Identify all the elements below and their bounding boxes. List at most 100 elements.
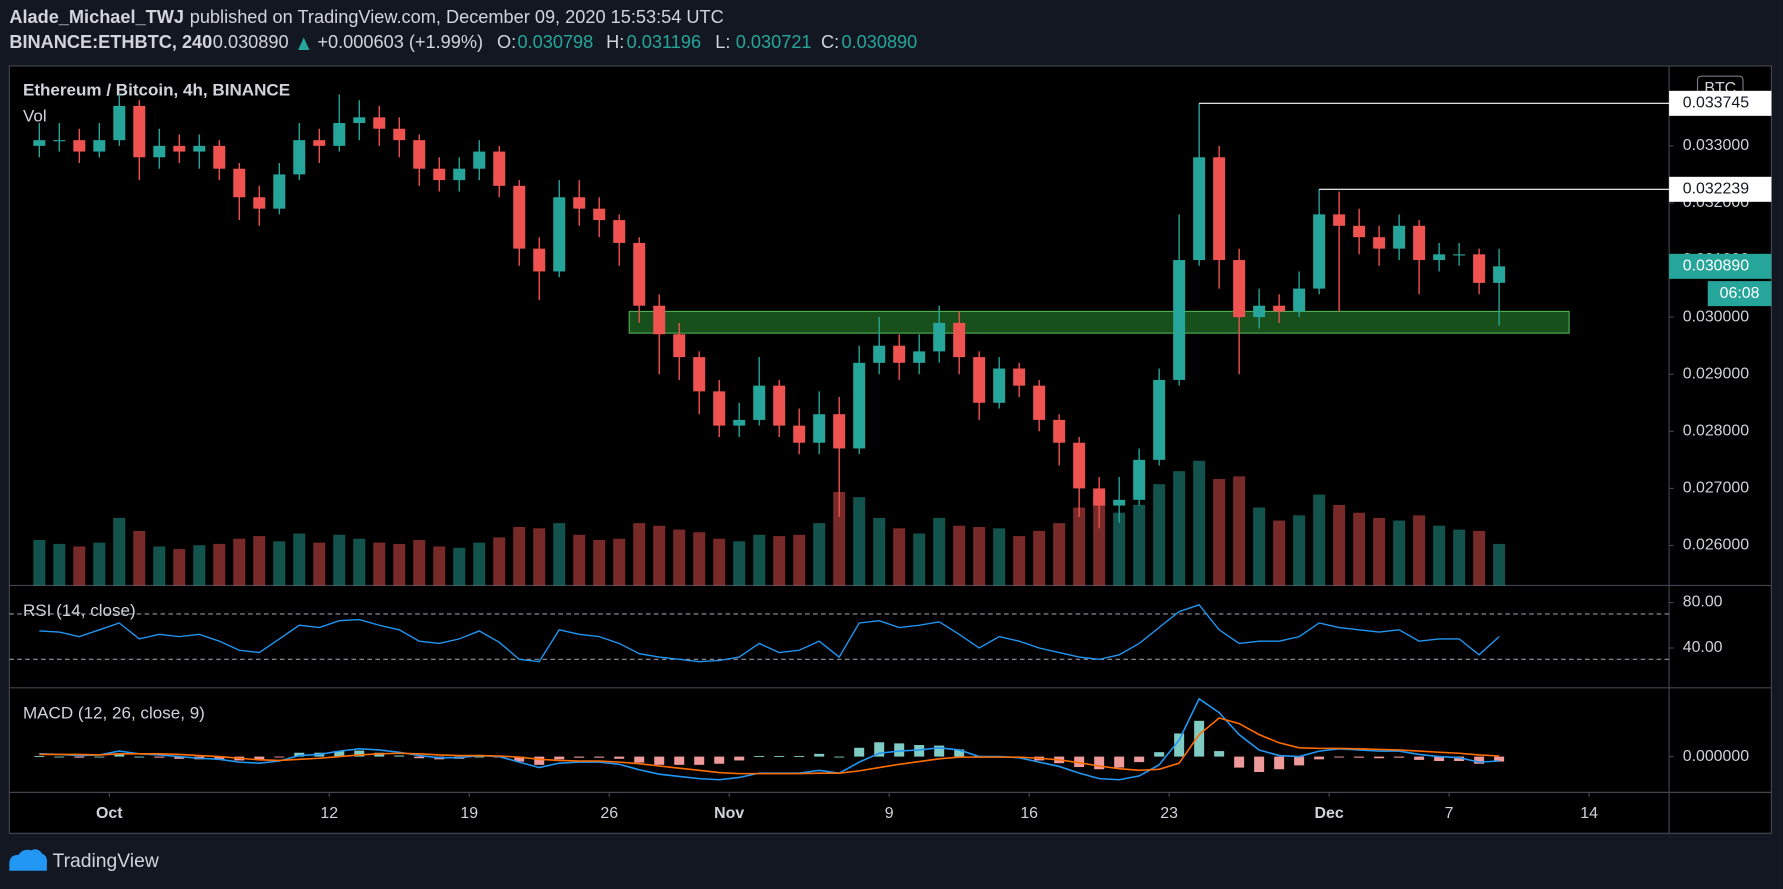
macd-histogram-bar <box>294 752 305 757</box>
volume-bar <box>1453 529 1466 586</box>
macd-histogram-bar <box>1234 756 1245 768</box>
volume-bar <box>33 540 46 586</box>
macd-histogram-bar <box>954 749 965 757</box>
volume-bar <box>613 538 626 586</box>
macd-histogram-bar <box>834 756 845 758</box>
candle-body <box>793 425 806 443</box>
y-tick-label: 0.028000 <box>1683 423 1749 440</box>
x-tick-label: 23 <box>1160 805 1178 822</box>
macd-histogram-bar <box>174 756 185 759</box>
candle-body <box>1073 442 1086 489</box>
symbol: BINANCE:ETHBTC, 240 <box>9 32 212 52</box>
macd-histogram-bar <box>394 755 405 757</box>
macd-histogram-bar <box>1174 733 1185 757</box>
macd-histogram-bar <box>1494 756 1505 762</box>
volume-bar <box>1113 512 1126 586</box>
candle-body <box>333 123 346 146</box>
macd-title: MACD (12, 26, close, 9) <box>23 703 205 722</box>
volume-bar <box>673 529 686 586</box>
volume-bar <box>1033 530 1046 586</box>
volume-bar <box>453 547 466 586</box>
volume-bar <box>1133 504 1146 586</box>
macd-histogram-bar <box>814 753 825 757</box>
macd-histogram-bar <box>914 745 925 757</box>
volume-bar <box>1053 523 1066 586</box>
candle-body <box>993 368 1006 403</box>
candle-body <box>233 168 246 198</box>
volume-label: Vol <box>23 107 47 126</box>
y-tick-label: 0.029000 <box>1683 365 1749 382</box>
volume-bar <box>1173 471 1186 586</box>
volume-bar <box>533 528 546 586</box>
x-tick-label: 26 <box>600 805 618 822</box>
publish-line: Alade_Michael_TWJ published on TradingVie… <box>9 7 723 27</box>
change: +0.000603 (+1.99%) <box>317 32 483 52</box>
support-zone <box>628 310 1570 334</box>
volume-bar <box>893 528 906 586</box>
candle-body <box>1053 419 1066 443</box>
volume-bar <box>1073 507 1086 586</box>
macd-histogram-bar <box>1414 756 1425 760</box>
macd-histogram-bar <box>1274 756 1285 770</box>
macd-histogram-bar <box>1314 756 1325 760</box>
candle-body <box>953 322 966 358</box>
macd-histogram-bar <box>854 747 865 757</box>
x-tick-label: Oct <box>96 805 123 822</box>
volume-bar <box>193 545 206 586</box>
macd-histogram-bar <box>614 756 625 759</box>
candle-body <box>373 117 386 129</box>
macd-histogram-bar <box>714 756 725 764</box>
macd-histogram-bar <box>734 756 745 761</box>
macd-histogram-bar <box>34 756 45 757</box>
macd-histogram-bar <box>74 756 85 758</box>
macd-histogram-bar <box>1294 756 1305 766</box>
macd-histogram-bar <box>1474 756 1485 764</box>
candle-body <box>1033 385 1046 420</box>
candle-body <box>1333 214 1346 226</box>
ohlc-value: 0.030721 <box>736 32 812 52</box>
candle-body <box>433 168 446 181</box>
x-tick-label: 19 <box>460 805 478 822</box>
candle-body <box>833 414 846 449</box>
volume-bar <box>953 525 966 586</box>
macd-histogram-bar <box>774 756 785 757</box>
candle-body <box>533 248 546 272</box>
macd-histogram-bar <box>594 756 605 758</box>
volume-bar <box>1093 497 1106 586</box>
volume-bar <box>313 542 326 586</box>
candle-body <box>353 117 366 124</box>
candle-body <box>553 197 566 272</box>
x-tick-label: Nov <box>714 805 744 822</box>
candle-body <box>773 385 786 426</box>
candle-body <box>393 128 406 141</box>
macd-histogram-bar <box>1154 752 1165 757</box>
volume-bar <box>693 532 706 586</box>
candle-body <box>173 145 186 152</box>
up-arrow <box>298 37 310 51</box>
macd-histogram-bar <box>574 756 585 758</box>
volume-bar <box>1013 536 1026 586</box>
y-tick-label: 0.030000 <box>1683 308 1749 325</box>
macd-histogram-bar <box>354 750 365 757</box>
macd-histogram-bar <box>214 756 225 760</box>
macd-histogram-bar <box>514 756 525 762</box>
volume-bar <box>853 497 866 586</box>
macd-histogram-bar <box>634 756 645 763</box>
macd-histogram-bar <box>154 756 165 758</box>
volume-bar <box>573 534 586 586</box>
level-label: 0.032239 <box>1683 181 1749 198</box>
macd-histogram-bar <box>1194 720 1205 757</box>
macd-histogram-bar <box>1094 756 1105 770</box>
candle-body <box>693 357 706 392</box>
candle-body <box>813 414 826 443</box>
volume-bar <box>413 540 426 586</box>
rsi-title: RSI (14, close) <box>23 601 136 620</box>
candle-body <box>633 242 646 306</box>
volume-bar <box>153 546 166 586</box>
volume-bar <box>733 541 746 586</box>
ohlc: O: 0.030798 H: 0.031196 L: 0.030721 C: 0.030890 <box>497 32 917 52</box>
rsi-tick-label: 40.00 <box>1683 639 1723 656</box>
x-tick-label: 14 <box>1580 805 1598 822</box>
macd-histogram-bar <box>114 753 125 757</box>
